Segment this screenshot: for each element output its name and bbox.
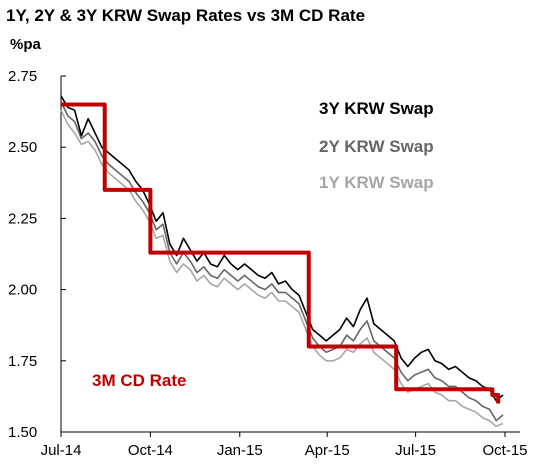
legend-label-2y: 2Y KRW Swap bbox=[319, 137, 434, 156]
y-tick-label: 2.00 bbox=[8, 282, 37, 299]
y-tick-label: 2.25 bbox=[8, 210, 37, 227]
y-tick-label: 1.50 bbox=[8, 424, 37, 441]
x-tick-group: Jul-14 Oct-14 Jan-15 Apr-15 Jul-15 Oct-15 bbox=[41, 432, 528, 459]
chart-title: 1Y, 2Y & 3Y KRW Swap Rates vs 3M CD Rate bbox=[6, 6, 365, 25]
y-tick-label: 1.75 bbox=[8, 353, 37, 370]
y-axis-unit-label: %pa bbox=[10, 36, 42, 53]
series-line-3y-krw-swap bbox=[60, 95, 504, 402]
x-tick-label: Oct-14 bbox=[128, 442, 173, 459]
series-group bbox=[60, 95, 504, 428]
y-tick-label: 2.75 bbox=[8, 68, 37, 85]
y-tick-group: 2.75 2.50 2.25 2.00 1.75 1.50 bbox=[8, 68, 66, 441]
legend: 3Y KRW Swap 2Y KRW Swap 1Y KRW Swap bbox=[319, 99, 434, 192]
cd-rate-annotation: 3M CD Rate bbox=[92, 371, 186, 390]
series-line-1y-krw-swap bbox=[60, 109, 504, 428]
x-tick-label: Oct-15 bbox=[482, 442, 527, 459]
y-tick-label: 2.50 bbox=[8, 139, 37, 156]
series-line-3m-cd-rate bbox=[61, 102, 501, 404]
x-tick-label: Jul-15 bbox=[395, 442, 436, 459]
x-tick-label: Jan-15 bbox=[217, 442, 263, 459]
chart-axes bbox=[60, 76, 520, 433]
x-tick-label: Apr-15 bbox=[305, 442, 350, 459]
legend-label-3y: 3Y KRW Swap bbox=[319, 99, 434, 118]
x-tick-label: Jul-14 bbox=[41, 442, 82, 459]
legend-label-1y: 1Y KRW Swap bbox=[319, 173, 434, 192]
